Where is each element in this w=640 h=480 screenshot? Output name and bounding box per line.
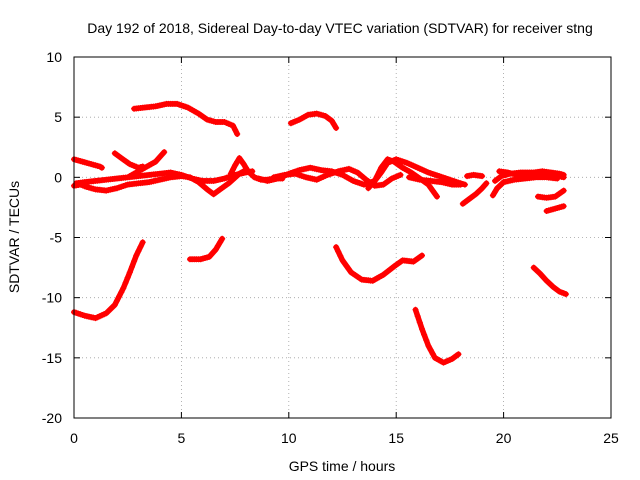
x-tick-label: 10 xyxy=(281,430,297,446)
y-tick-label: 0 xyxy=(54,169,62,185)
y-tick-label: -10 xyxy=(42,290,62,306)
x-tick-label: 5 xyxy=(178,430,186,446)
x-tick-label: 25 xyxy=(603,430,619,446)
series-arc-16-markers xyxy=(412,306,462,366)
series-arc-22-markers xyxy=(535,187,567,201)
y-tick-label: -5 xyxy=(50,230,63,246)
data-series xyxy=(71,100,569,366)
x-tick-label: 15 xyxy=(388,430,404,446)
y-tick-label: 5 xyxy=(54,109,62,125)
x-tick-label: 0 xyxy=(70,430,78,446)
y-tick-label: -15 xyxy=(42,350,62,366)
plot-frame xyxy=(73,56,612,419)
series-arc-20-markers xyxy=(489,174,561,199)
series-arc-12-markers xyxy=(287,110,340,131)
series-arc-13-markers xyxy=(333,244,425,284)
series-arc-18-markers xyxy=(464,171,486,180)
x-tick-label: 20 xyxy=(496,430,512,446)
series-arc-17-markers xyxy=(459,180,490,207)
y-tick-label: -20 xyxy=(42,410,62,426)
series-arc-15-markers xyxy=(406,174,464,188)
series-arc-05-markers xyxy=(126,149,168,180)
y-tick-label: 10 xyxy=(46,49,62,65)
series-arc-24-markers xyxy=(530,264,569,298)
series-arc-21-markers xyxy=(496,168,567,178)
x-axis-label: GPS time / hours xyxy=(289,458,396,474)
series-arc-23-markers xyxy=(543,203,567,214)
series-arc-08-markers xyxy=(187,235,226,263)
chart-title: Day 192 of 2018, Sidereal Day-to-day VTE… xyxy=(87,20,593,36)
series-arc-06-markers xyxy=(131,100,241,137)
y-axis-label: SDTVAR / TECUs xyxy=(6,181,22,293)
